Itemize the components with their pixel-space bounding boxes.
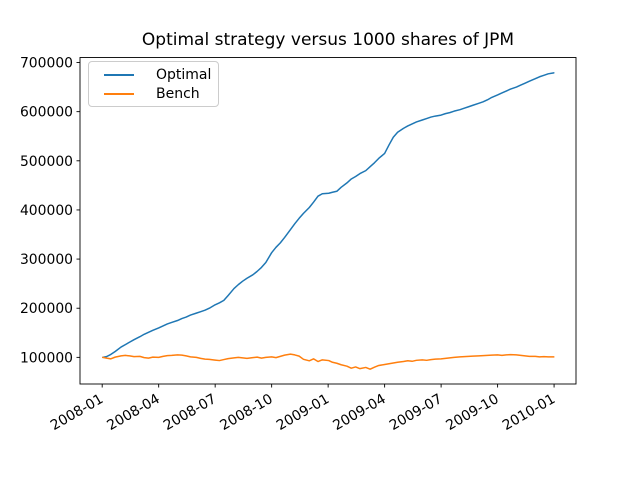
x-tick-label: 2009-10	[443, 391, 501, 434]
legend-entry-bench: Bench	[104, 84, 214, 103]
legend-box: Optimal Bench	[88, 61, 219, 107]
legend-entry-optimal: Optimal	[104, 65, 214, 84]
bench-series-line	[102, 353, 555, 370]
optimal-series-line	[102, 72, 555, 359]
x-tick-label: 2008-01	[48, 391, 106, 434]
y-tick-label: 600000	[20, 105, 73, 121]
legend-label-optimal: Optimal	[156, 66, 212, 83]
x-tick-label: 2009-01	[274, 391, 332, 434]
y-tick-label: 400000	[20, 203, 73, 219]
y-tick-label: 700000	[20, 56, 73, 72]
y-tick-label: 200000	[20, 301, 73, 317]
x-tick-label: 2008-10	[217, 391, 275, 434]
bench-line-swatch	[104, 92, 134, 95]
x-tick-label: 2010-01	[500, 391, 558, 434]
legend-label-bench: Bench	[156, 85, 200, 102]
x-tick-label: 2009-04	[330, 391, 388, 434]
chart-title: Optimal strategy versus 1000 shares of J…	[141, 30, 515, 50]
x-tick-label: 2008-04	[104, 391, 162, 434]
x-tick-label: 2009-07	[387, 391, 445, 434]
y-tick-label: 300000	[20, 252, 73, 268]
x-tick-label: 2008-07	[161, 391, 219, 434]
y-tick-label: 100000	[20, 350, 73, 366]
optimal-line-swatch	[104, 73, 134, 76]
y-tick-label: 500000	[20, 154, 73, 170]
